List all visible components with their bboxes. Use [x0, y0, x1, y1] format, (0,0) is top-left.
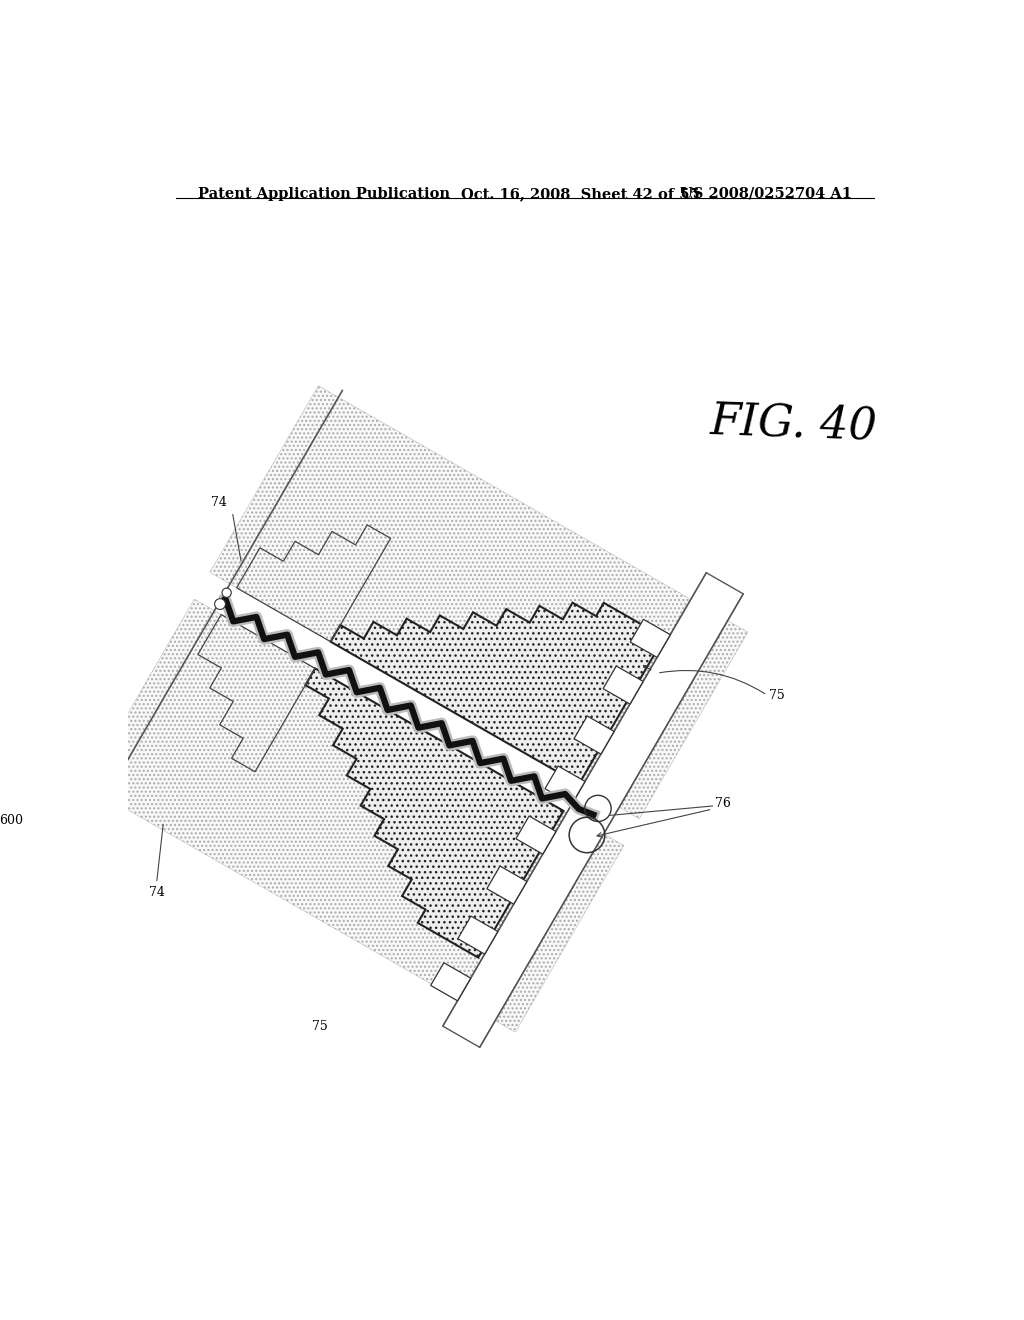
Polygon shape	[305, 668, 563, 957]
Polygon shape	[210, 385, 748, 818]
Polygon shape	[458, 916, 498, 954]
Circle shape	[215, 599, 225, 610]
Text: 75: 75	[769, 689, 784, 702]
Polygon shape	[574, 715, 614, 754]
Circle shape	[222, 589, 231, 598]
Polygon shape	[86, 599, 624, 1032]
Text: 75: 75	[312, 1020, 328, 1032]
Polygon shape	[442, 573, 743, 1047]
Text: Oct. 16, 2008  Sheet 42 of 55: Oct. 16, 2008 Sheet 42 of 55	[461, 187, 700, 201]
Polygon shape	[545, 766, 585, 804]
Text: Patent Application Publication: Patent Application Publication	[198, 187, 450, 201]
Text: US 2008/0252704 A1: US 2008/0252704 A1	[680, 187, 852, 201]
Polygon shape	[603, 667, 643, 704]
Polygon shape	[486, 866, 527, 904]
Polygon shape	[431, 962, 471, 1001]
Text: 76: 76	[715, 797, 730, 810]
Text: 600: 600	[0, 813, 24, 826]
Text: 74: 74	[148, 886, 165, 899]
Polygon shape	[630, 619, 671, 657]
Polygon shape	[331, 603, 665, 784]
Polygon shape	[516, 816, 556, 854]
Text: 74: 74	[211, 496, 227, 510]
Text: FIG. 40: FIG. 40	[710, 400, 878, 449]
